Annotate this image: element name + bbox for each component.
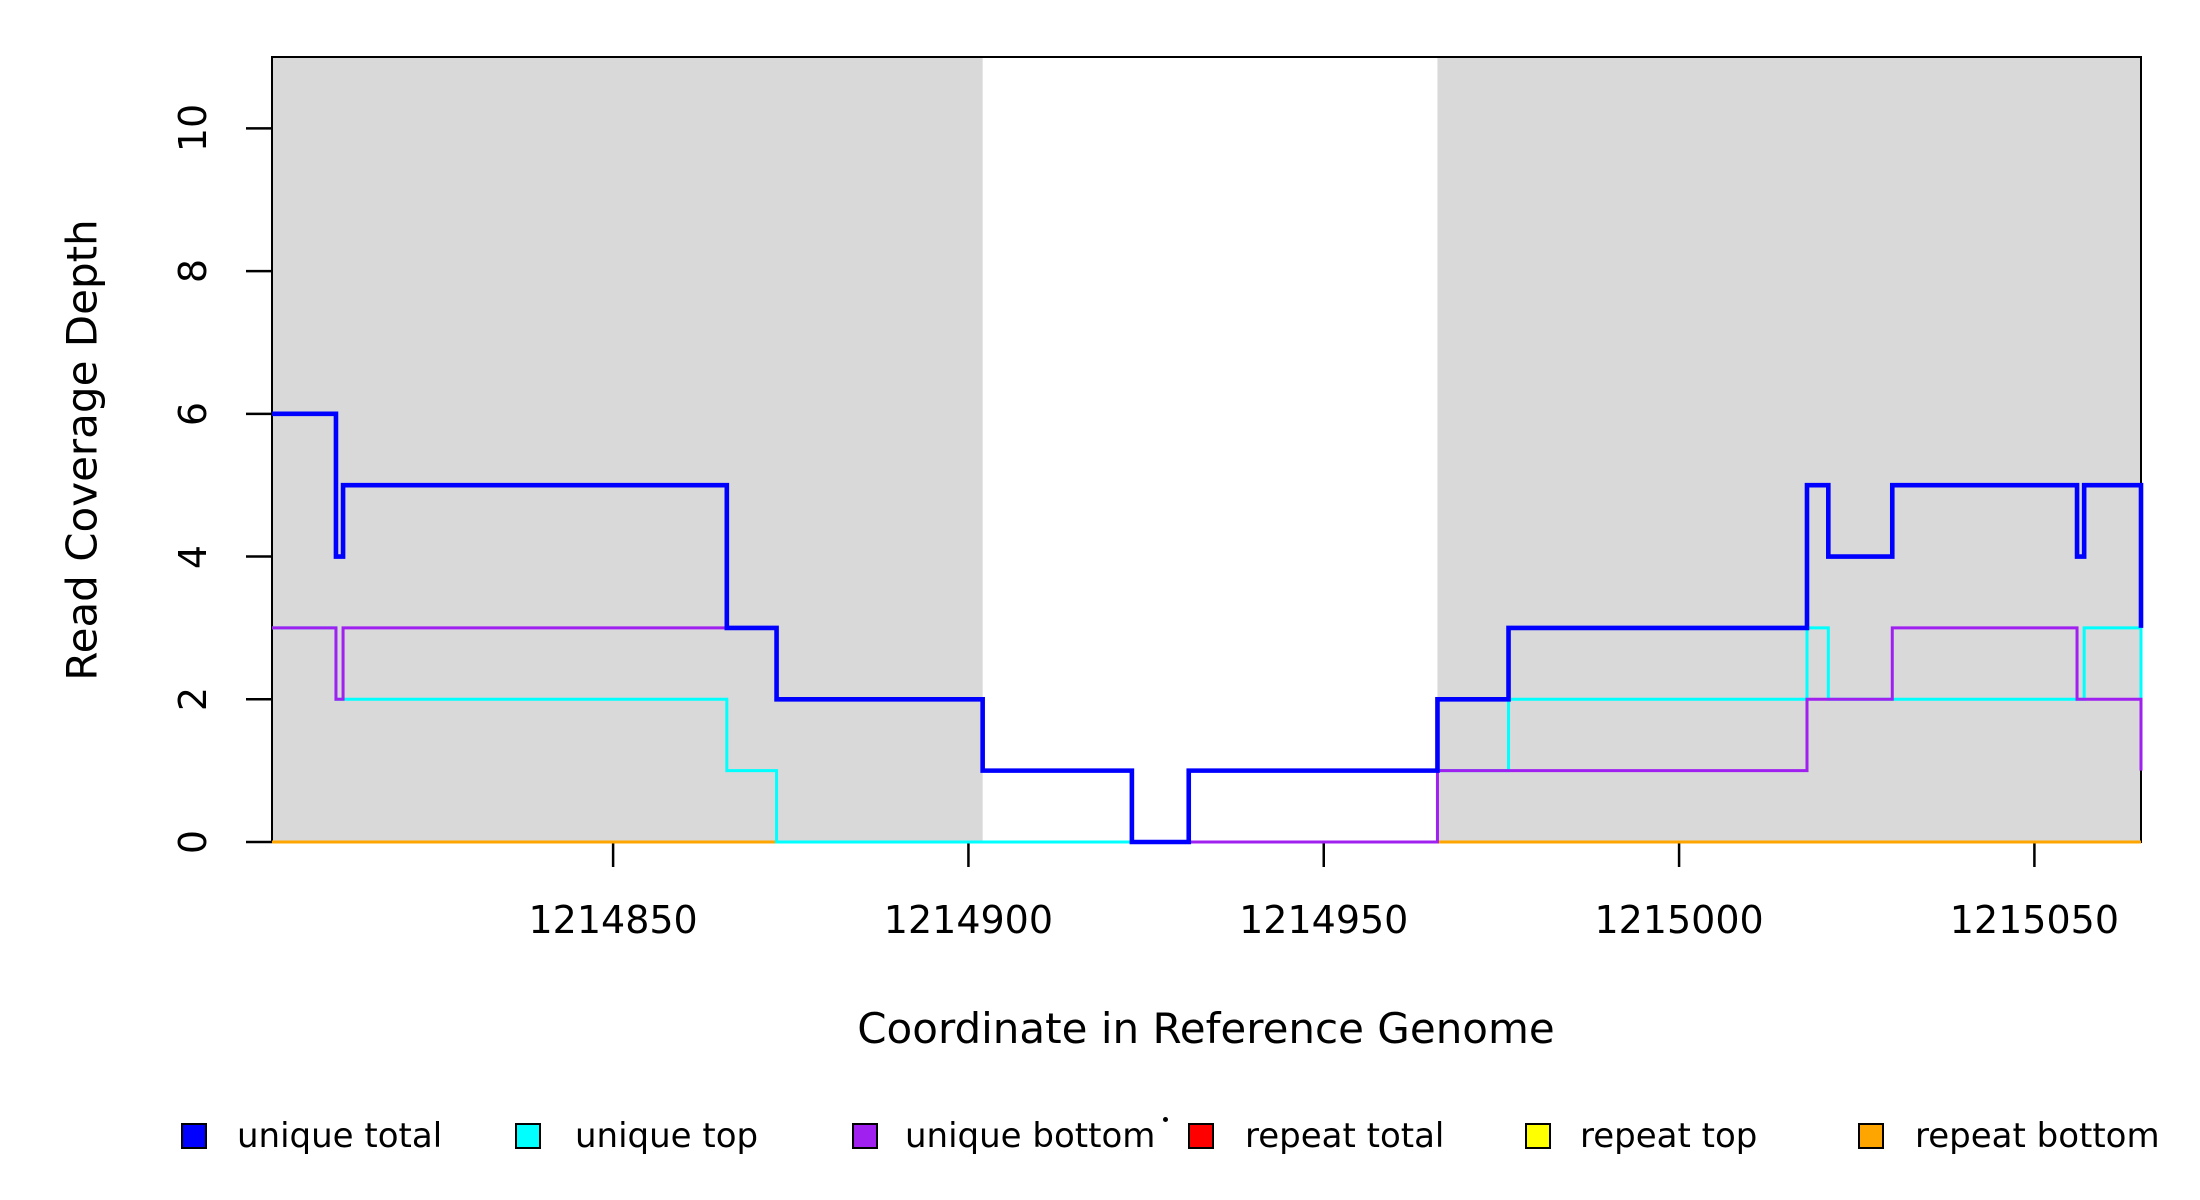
legend-label: repeat bottom: [1915, 1116, 2160, 1156]
legend-label: unique bottom: [905, 1116, 1156, 1156]
legend-swatch-unique-bottom: [852, 1123, 878, 1149]
stray-dot: [1163, 1117, 1168, 1122]
x-tick-label: 1214950: [1239, 898, 1409, 942]
legend-label: repeat top: [1580, 1116, 1758, 1156]
shaded-region: [1437, 57, 2141, 842]
x-tick-label: 1215050: [1949, 898, 2120, 942]
legend-swatch-repeat-bottom: [1858, 1123, 1884, 1149]
legend-label: unique top: [575, 1116, 759, 1156]
x-tick-label: 1215000: [1594, 898, 1764, 942]
legend-label: unique total: [237, 1116, 443, 1156]
y-tick-label: 2: [171, 687, 215, 712]
y-tick-label: 6: [171, 401, 215, 426]
x-tick-label: 1214850: [528, 898, 698, 942]
series-unique-total: [272, 411, 2144, 845]
legend-swatch-repeat-top: [1525, 1123, 1551, 1149]
y-tick-label: 0: [171, 829, 215, 855]
y-tick-label: 10: [171, 104, 215, 153]
legend-swatch-unique-top: [515, 1123, 541, 1149]
x-axis-title: Coordinate in Reference Genome: [857, 1004, 1555, 1053]
y-tick-label: 8: [171, 258, 215, 284]
legend-label: repeat total: [1245, 1116, 1445, 1156]
legend-swatch-unique-total: [181, 1123, 207, 1149]
x-tick-label: 1214900: [883, 898, 1054, 942]
legend-swatch-repeat-total: [1188, 1123, 1214, 1149]
y-tick-label: 4: [171, 544, 215, 569]
y-axis-title: Read Coverage Depth: [57, 219, 107, 681]
shaded-region: [272, 57, 983, 842]
